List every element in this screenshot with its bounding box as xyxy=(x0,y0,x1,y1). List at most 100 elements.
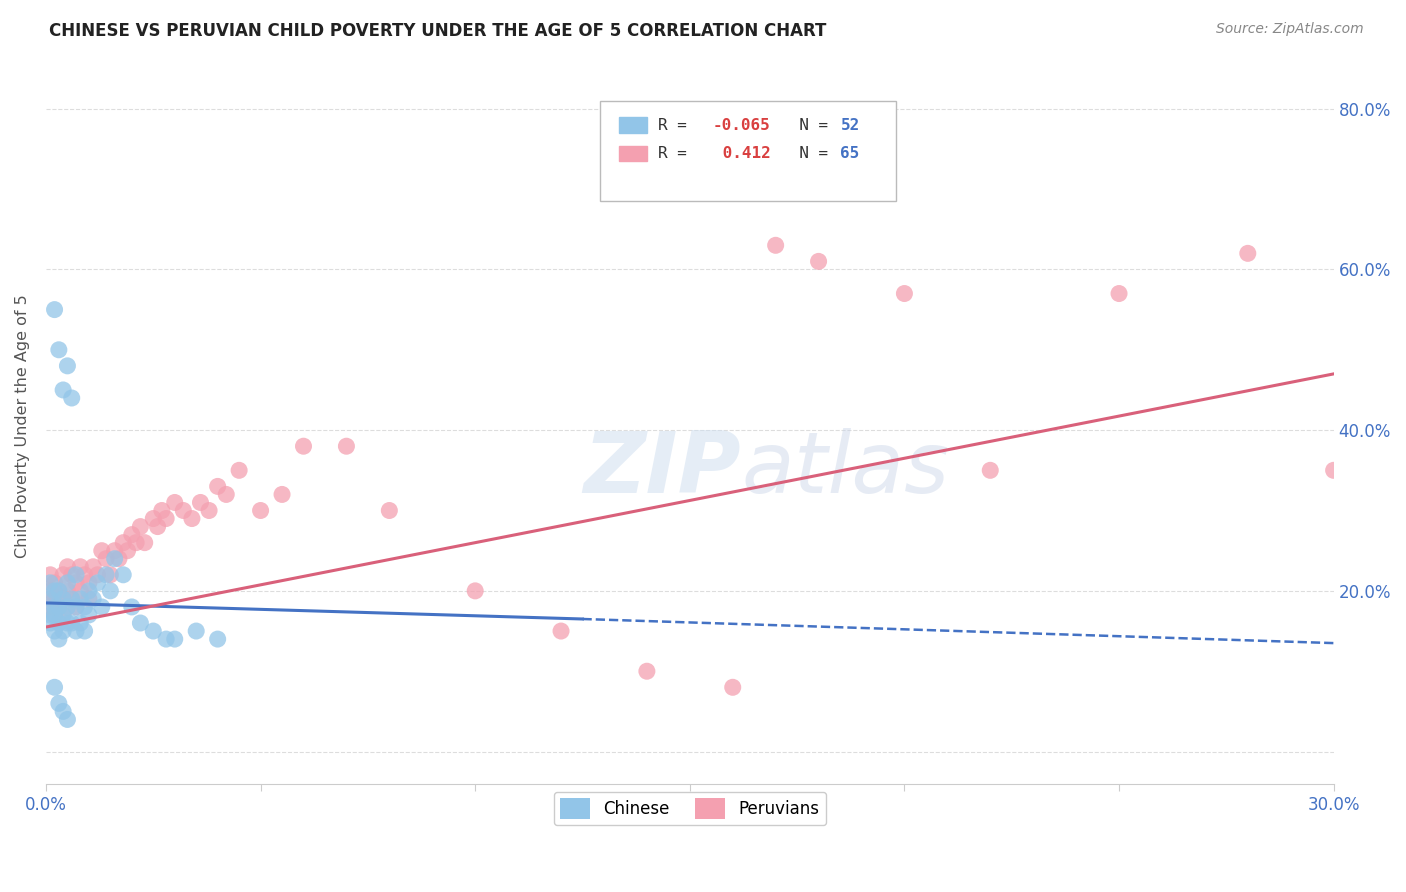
Point xyxy=(69,591,91,606)
Point xyxy=(52,705,75,719)
Point xyxy=(292,439,315,453)
Point xyxy=(52,607,75,622)
Point xyxy=(117,543,139,558)
Point xyxy=(56,575,79,590)
Point xyxy=(129,519,152,533)
Point xyxy=(48,615,70,630)
Point xyxy=(893,286,915,301)
Point xyxy=(56,599,79,614)
Bar xyxy=(619,145,647,161)
Point xyxy=(378,503,401,517)
Point xyxy=(77,607,100,622)
Point xyxy=(215,487,238,501)
Point xyxy=(180,511,202,525)
Point xyxy=(48,583,70,598)
Point xyxy=(207,479,229,493)
Point xyxy=(1236,246,1258,260)
Point xyxy=(464,583,486,598)
Point xyxy=(163,632,186,646)
Point xyxy=(163,495,186,509)
Point xyxy=(60,591,83,606)
Point xyxy=(39,583,62,598)
Point xyxy=(39,615,62,630)
Text: CHINESE VS PERUVIAN CHILD POVERTY UNDER THE AGE OF 5 CORRELATION CHART: CHINESE VS PERUVIAN CHILD POVERTY UNDER … xyxy=(49,22,827,40)
Point xyxy=(155,511,177,525)
Point xyxy=(249,503,271,517)
Bar xyxy=(619,117,647,133)
Point xyxy=(48,343,70,357)
Point xyxy=(65,624,87,638)
Point xyxy=(134,535,156,549)
Text: ZIP: ZIP xyxy=(583,427,741,510)
Point xyxy=(60,567,83,582)
Point xyxy=(52,624,75,638)
Text: 0.412: 0.412 xyxy=(713,146,770,161)
Point xyxy=(56,615,79,630)
Point xyxy=(86,575,108,590)
Point xyxy=(48,697,70,711)
Point xyxy=(90,543,112,558)
Point xyxy=(69,559,91,574)
Point xyxy=(98,583,121,598)
Point xyxy=(60,615,83,630)
Point xyxy=(121,599,143,614)
Point xyxy=(39,607,62,622)
Point xyxy=(39,575,62,590)
Point xyxy=(1323,463,1346,477)
Point xyxy=(271,487,294,501)
Point xyxy=(44,575,66,590)
Point xyxy=(86,567,108,582)
Point xyxy=(129,615,152,630)
Point xyxy=(98,567,121,582)
Point xyxy=(69,583,91,598)
Text: atlas: atlas xyxy=(741,427,949,510)
Point xyxy=(77,583,100,598)
Point xyxy=(73,567,96,582)
Point xyxy=(52,383,75,397)
Point xyxy=(550,624,572,638)
Point xyxy=(104,551,127,566)
Point xyxy=(979,463,1001,477)
Point xyxy=(77,575,100,590)
Point xyxy=(121,527,143,541)
Point xyxy=(765,238,787,252)
Point xyxy=(56,583,79,598)
Point xyxy=(44,607,66,622)
Point xyxy=(52,591,75,606)
Point xyxy=(142,624,165,638)
Point xyxy=(73,599,96,614)
Point xyxy=(150,503,173,517)
Point xyxy=(48,632,70,646)
Point xyxy=(90,599,112,614)
Point xyxy=(48,583,70,598)
Point xyxy=(146,519,169,533)
Point xyxy=(335,439,357,453)
Point xyxy=(56,359,79,373)
Point xyxy=(65,567,87,582)
Point xyxy=(1108,286,1130,301)
Point xyxy=(44,607,66,622)
Point xyxy=(39,599,62,614)
Point xyxy=(94,551,117,566)
Point xyxy=(636,664,658,678)
Point xyxy=(73,624,96,638)
Point xyxy=(125,535,148,549)
Point xyxy=(44,681,66,695)
Point xyxy=(77,591,100,606)
Point xyxy=(190,495,212,509)
Point xyxy=(52,607,75,622)
Point xyxy=(60,591,83,606)
Point xyxy=(44,599,66,614)
Point xyxy=(44,591,66,606)
Point xyxy=(104,543,127,558)
Point xyxy=(65,599,87,614)
Text: Source: ZipAtlas.com: Source: ZipAtlas.com xyxy=(1216,22,1364,37)
Point xyxy=(39,591,62,606)
Point xyxy=(155,632,177,646)
Text: R =: R = xyxy=(658,146,696,161)
Point xyxy=(186,624,208,638)
Point xyxy=(1365,503,1388,517)
Point xyxy=(48,599,70,614)
Point xyxy=(44,624,66,638)
FancyBboxPatch shape xyxy=(600,101,896,201)
